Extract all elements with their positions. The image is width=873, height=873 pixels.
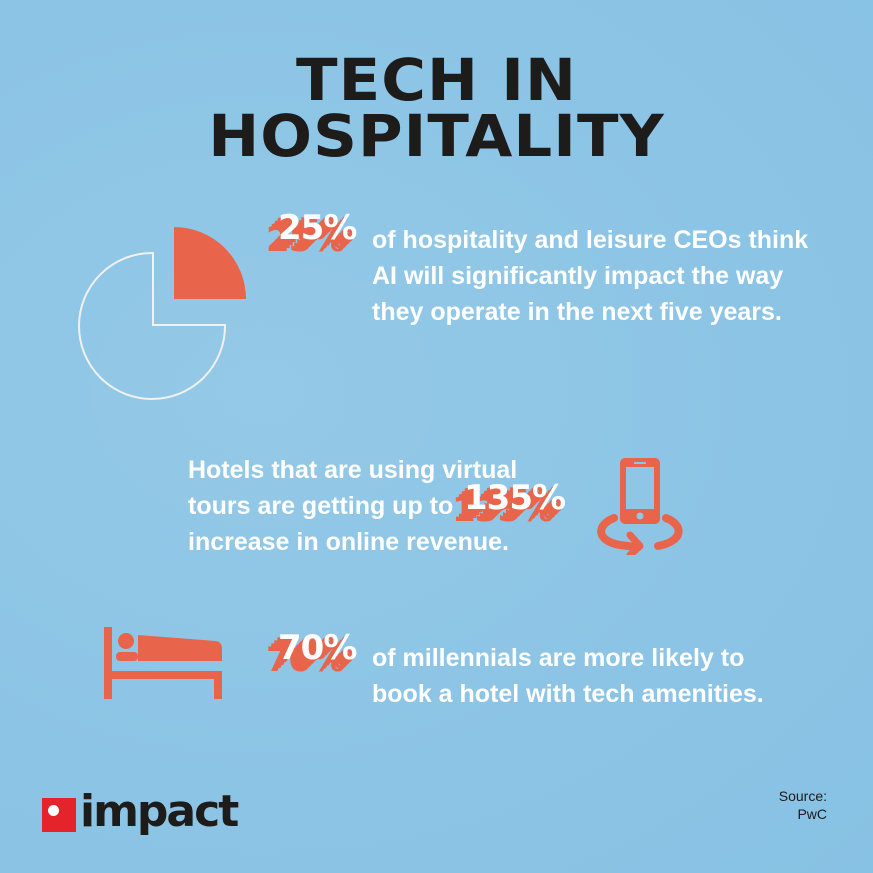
text-line: of hospitality and leisure CEOs think [372, 226, 809, 254]
stat-25-value: 25% [278, 208, 357, 248]
impact-logo: impact [42, 786, 239, 837]
stat-135-value: 135% [464, 478, 566, 518]
stat-70-value: 70% [278, 628, 357, 668]
bed-icon [104, 627, 222, 699]
stat-25-text: of hospitality and leisure CEOs think AI… [372, 222, 808, 330]
source-credit: Source: PwC [779, 787, 827, 823]
logo-mark-icon [42, 798, 76, 832]
rotating-phone-icon [597, 458, 683, 555]
stat-135-text: Hotels that are using virtual tours are … [188, 452, 517, 560]
text-line: they operate in the next five years. [372, 298, 782, 326]
page-title: TECH IN HOSPITALITY [0, 46, 873, 170]
pie-chart-icon [78, 227, 246, 400]
text-line: AI will significantly impact the way [372, 262, 784, 290]
text-line: tours are getting up to [188, 492, 454, 520]
text-line: of millennials are more likely to [372, 644, 745, 672]
source-value: PwC [797, 806, 827, 822]
title-line-1: TECH IN [295, 46, 577, 114]
logo-text: impact [80, 786, 239, 837]
source-label: Source: [778, 788, 827, 804]
text-line: increase in online revenue. [188, 528, 509, 556]
title-line-2: HOSPITALITY [208, 102, 665, 170]
stat-70-text: of millennials are more likely to book a… [372, 640, 764, 712]
text-line: Hotels that are using virtual [188, 456, 518, 484]
text-line: book a hotel with tech amenities. [372, 680, 764, 708]
